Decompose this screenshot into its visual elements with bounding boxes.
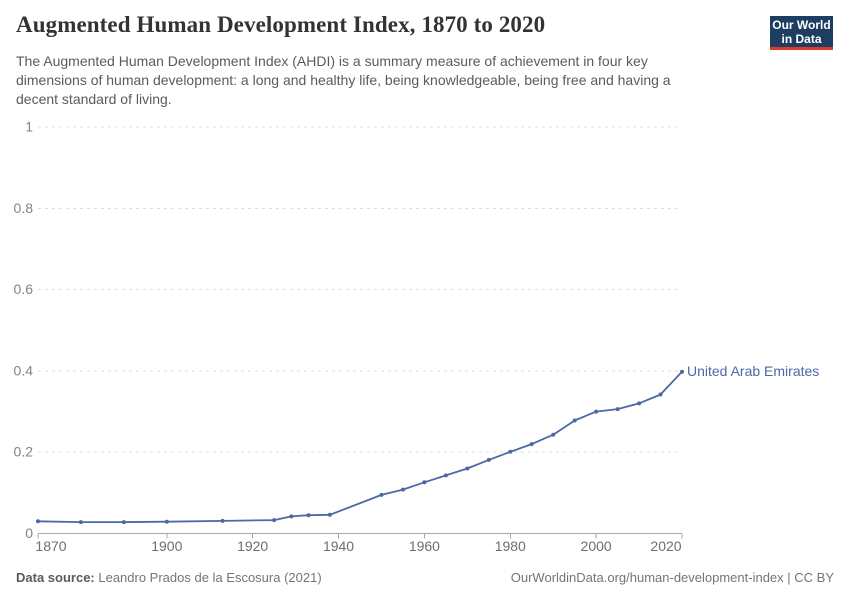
x-axis-label-1940: 1940 [323, 538, 354, 554]
data-point-1990[interactable] [551, 432, 556, 437]
chart-subtitle: The Augmented Human Development Index (A… [16, 53, 671, 107]
data-point-1880[interactable] [78, 520, 83, 525]
x-axis-label-2020: 2020 [650, 538, 681, 554]
data-point-1925[interactable] [272, 518, 277, 523]
owid-logo[interactable]: Our World in Data [770, 16, 833, 50]
data-point-1890[interactable] [121, 520, 126, 525]
data-point-1955[interactable] [400, 487, 405, 492]
owid-logo-line1: Our World [772, 17, 831, 32]
data-point-1995[interactable] [572, 418, 577, 423]
line-series-united-arab-emirates[interactable] [37, 370, 683, 523]
data-point-2005[interactable] [615, 407, 620, 412]
x-axis-label-1960: 1960 [409, 538, 440, 554]
data-point-1965[interactable] [443, 473, 448, 478]
x-axis-label-2000: 2000 [581, 538, 612, 554]
x-axis-label-1920: 1920 [237, 538, 268, 554]
data-point-1933[interactable] [306, 513, 311, 518]
data-point-2015[interactable] [658, 392, 663, 397]
data-point-1870[interactable] [36, 519, 40, 524]
y-axis-label-0.6: 0.6 [14, 281, 34, 297]
data-point-1970[interactable] [465, 466, 470, 471]
data-source-text: Data source: Leandro Prados de la Escosu… [16, 570, 322, 585]
y-axis-label-1: 1 [25, 119, 33, 135]
x-axis-label-1980: 1980 [495, 538, 526, 554]
license-credit-text[interactable]: OurWorldinData.org/human-development-ind… [510, 570, 834, 585]
y-axis-label-0.4: 0.4 [14, 362, 34, 378]
data-point-1900[interactable] [164, 519, 169, 524]
data-point-1913[interactable] [220, 518, 225, 523]
data-point-1950[interactable] [379, 492, 384, 497]
owid-logo-line2: in Data [781, 31, 822, 46]
series-label-united-arab-emirates[interactable]: United Arab Emirates [687, 363, 819, 379]
page-title: Augmented Human Development Index, 1870 … [16, 12, 546, 37]
data-point-1960[interactable] [422, 480, 427, 485]
data-point-2020[interactable] [680, 369, 684, 374]
chart-footer: Data source: Leandro Prados de la Escosu… [0, 570, 850, 588]
data-point-1975[interactable] [486, 457, 491, 462]
data-point-1938[interactable] [327, 512, 332, 517]
data-point-2010[interactable] [637, 401, 642, 406]
data-point-1985[interactable] [529, 442, 534, 447]
data-point-2000[interactable] [594, 409, 599, 414]
y-axis-label-0: 0 [25, 525, 33, 541]
y-axis-label-0.8: 0.8 [14, 200, 34, 216]
x-axis-label-1870: 1870 [35, 538, 66, 554]
y-axis-label-0.2: 0.2 [14, 444, 34, 460]
data-source-value: Leandro Prados de la Escosura (2021) [94, 570, 322, 585]
x-axis-label-1900: 1900 [151, 538, 182, 554]
data-point-1980[interactable] [508, 449, 513, 454]
data-point-1929[interactable] [289, 514, 294, 519]
data-source-label: Data source: [16, 570, 95, 585]
